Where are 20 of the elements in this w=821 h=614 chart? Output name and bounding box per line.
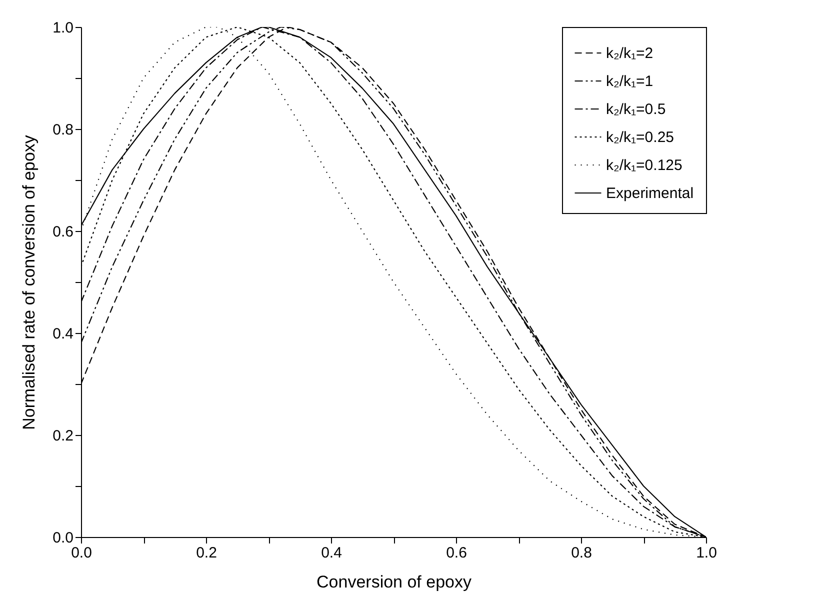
y-axis-title: Normalised rate of conversion of epoxy: [20, 134, 39, 430]
legend-label: k₂/k₁=0.5: [606, 101, 666, 118]
x-axis-title: Conversion of epoxy: [316, 572, 472, 592]
x-tick-label: 0.0: [71, 544, 92, 562]
y-tick-label: 0.4: [52, 326, 74, 342]
legend-label: k₂/k₁=2: [606, 45, 654, 62]
x-tick-label: 0.4: [321, 544, 342, 562]
x-tick-label: 1.0: [696, 544, 717, 562]
x-tick-label: 0.8: [571, 544, 592, 562]
x-tick-label: 0.6: [446, 544, 467, 562]
y-tick-label: 0.0: [52, 530, 74, 546]
legend-label: k₂/k₁=0.125: [606, 157, 682, 174]
legend-label: k₂/k₁=1: [606, 73, 654, 90]
y-tick-label: 1.0: [52, 20, 74, 36]
x-tick-label: 0.2: [196, 544, 217, 562]
y-tick-label: 0.2: [52, 428, 74, 444]
legend-label: Experimental: [606, 185, 694, 202]
y-tick-label: 0.8: [52, 122, 74, 138]
y-tick-label: 0.6: [52, 224, 74, 240]
legend-label: k₂/k₁=0.25: [606, 129, 674, 146]
